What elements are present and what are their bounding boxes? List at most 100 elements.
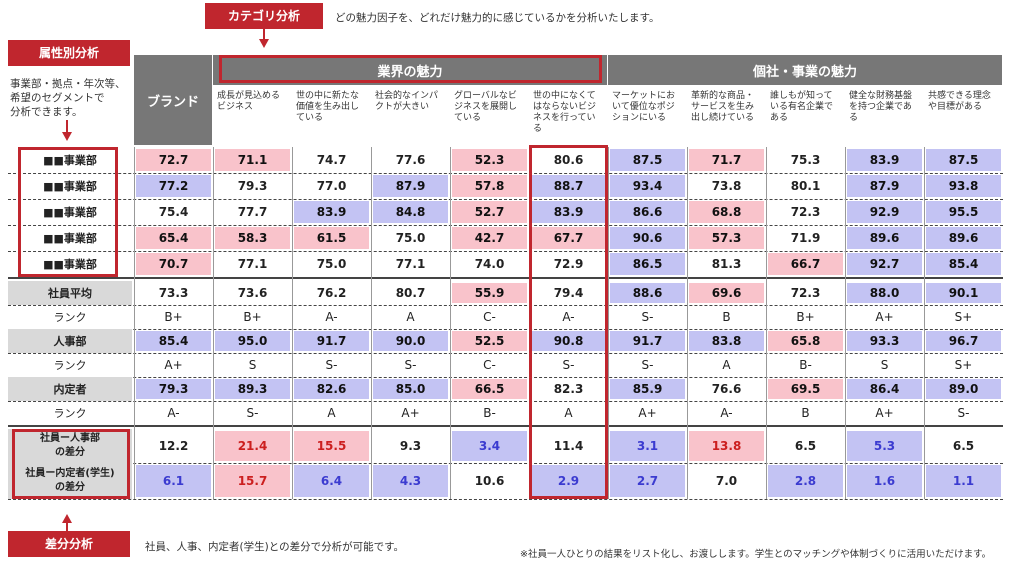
row-divider xyxy=(8,499,1003,500)
table-cell: S+ xyxy=(954,358,973,372)
row-label: ■■事業部 xyxy=(43,154,97,167)
row-label: ランク xyxy=(53,311,87,324)
row-divider xyxy=(8,277,1003,279)
table-cell: 71.9 xyxy=(790,231,821,245)
table-cell: B+ xyxy=(796,310,815,324)
table-cell: C- xyxy=(483,358,496,372)
row-label: 社員平均 xyxy=(8,281,132,305)
table-cell: 90.1 xyxy=(926,283,1001,303)
category-analysis-description: どの魅力因子を、どれだけ魅力的に感じているかを分析いたします。 xyxy=(335,12,660,24)
table-cell: A+ xyxy=(875,310,894,324)
table-cell: 65.4 xyxy=(136,227,211,249)
table-cell: 5.3 xyxy=(847,431,922,461)
table-cell: 70.7 xyxy=(136,253,211,275)
table-cell: A xyxy=(564,406,573,420)
table-cell: A xyxy=(722,358,731,372)
table-cell: 73.3 xyxy=(158,286,189,300)
table-cell: 1.1 xyxy=(926,465,1001,497)
table-cell: 71.1 xyxy=(215,149,290,171)
row-divider xyxy=(8,463,1003,464)
table-cell: 57.8 xyxy=(452,175,527,197)
column-divider xyxy=(371,147,372,499)
table-cell: 57.3 xyxy=(689,227,764,249)
table-cell: 91.7 xyxy=(294,331,369,351)
table-cell: A xyxy=(327,406,336,420)
table-cell: 6.5 xyxy=(794,439,817,453)
table-cell: 12.2 xyxy=(158,439,189,453)
column-divider xyxy=(687,147,688,499)
table-cell: 83.9 xyxy=(847,149,922,171)
table-cell: C- xyxy=(483,310,496,324)
table-cell: B xyxy=(722,310,731,324)
table-cell: 87.9 xyxy=(373,175,448,197)
table-cell: 2.9 xyxy=(531,465,606,497)
table-cell: B xyxy=(801,406,810,420)
table-cell: 84.8 xyxy=(373,201,448,223)
table-cell: S- xyxy=(562,358,575,372)
table-cell: 15.7 xyxy=(215,465,290,497)
footnote: ※社員一人ひとりの結果をリスト化し、お渡しします。学生とのマッチングや体制づくり… xyxy=(520,549,992,560)
table-cell: 89.6 xyxy=(926,227,1001,249)
table-cell: 87.5 xyxy=(610,149,685,171)
table-cell: 6.5 xyxy=(952,439,975,453)
table-cell: 86.4 xyxy=(847,379,922,399)
table-cell: 72.9 xyxy=(553,257,584,271)
table-cell: A- xyxy=(167,406,180,420)
brand-header: ブランド xyxy=(134,55,212,145)
table-cell: 74.7 xyxy=(316,153,347,167)
table-cell: 90.6 xyxy=(610,227,685,249)
table-cell: 77.1 xyxy=(237,257,268,271)
table-cell: 95.5 xyxy=(926,201,1001,223)
table-cell: 67.7 xyxy=(531,227,606,249)
table-cell: 91.7 xyxy=(610,331,685,351)
row-divider xyxy=(8,199,1003,200)
table-cell: 55.9 xyxy=(452,283,527,303)
column-header: 世の中に新たな価値を生み出している xyxy=(292,85,370,145)
table-cell: A- xyxy=(720,406,733,420)
column-divider xyxy=(450,147,451,499)
attribute-analysis-desc-3: 分析できます。 xyxy=(10,106,83,118)
table-cell: S- xyxy=(957,406,970,420)
column-divider xyxy=(213,147,214,499)
table-cell: 11.4 xyxy=(553,439,584,453)
table-cell: 66.7 xyxy=(768,253,843,275)
column-divider xyxy=(608,147,609,499)
table-cell: 61.5 xyxy=(294,227,369,249)
table-cell: 72.3 xyxy=(790,286,821,300)
table-cell: 93.4 xyxy=(610,175,685,197)
table-cell: 87.5 xyxy=(926,149,1001,171)
row-divider xyxy=(8,225,1003,226)
table-cell: 88.7 xyxy=(531,175,606,197)
column-header: 成長が見込めるビジネス xyxy=(213,85,291,145)
table-cell: 75.0 xyxy=(316,257,347,271)
table-cell: 69.6 xyxy=(689,283,764,303)
table-cell: 21.4 xyxy=(215,431,290,461)
table-cell: 80.7 xyxy=(395,286,426,300)
column-divider xyxy=(292,147,293,499)
table-cell: 74.0 xyxy=(474,257,505,271)
table-cell: 89.3 xyxy=(215,379,290,399)
table-cell: 85.0 xyxy=(373,379,448,399)
table-cell: B+ xyxy=(164,310,183,324)
table-cell: A+ xyxy=(875,406,894,420)
table-cell: S xyxy=(248,358,257,372)
row-label: 社員ー人事部 の差分 xyxy=(8,429,132,463)
column-header: 誰しもが知っている有名企業である xyxy=(766,85,844,145)
group-header-industry: 業界の魅力 xyxy=(213,55,607,85)
table-cell: 96.7 xyxy=(926,331,1001,351)
table-cell: 79.4 xyxy=(553,286,584,300)
table-cell: 85.4 xyxy=(926,253,1001,275)
column-header: 共感できる理念や目標がある xyxy=(924,85,1002,145)
table-cell: 82.3 xyxy=(553,382,584,396)
table-cell: A+ xyxy=(638,406,657,420)
table-cell: 75.3 xyxy=(790,153,821,167)
table-cell: 9.3 xyxy=(399,439,422,453)
row-divider xyxy=(8,305,1003,306)
table-cell: S+ xyxy=(954,310,973,324)
column-header: 革新的な商品・サービスを生み出し続けている xyxy=(687,85,765,145)
table-cell: 7.0 xyxy=(715,474,738,488)
table-cell: 3.1 xyxy=(610,431,685,461)
row-label: 人事部 xyxy=(8,329,132,353)
table-cell: 82.6 xyxy=(294,379,369,399)
diff-arrow-stem xyxy=(66,523,68,531)
